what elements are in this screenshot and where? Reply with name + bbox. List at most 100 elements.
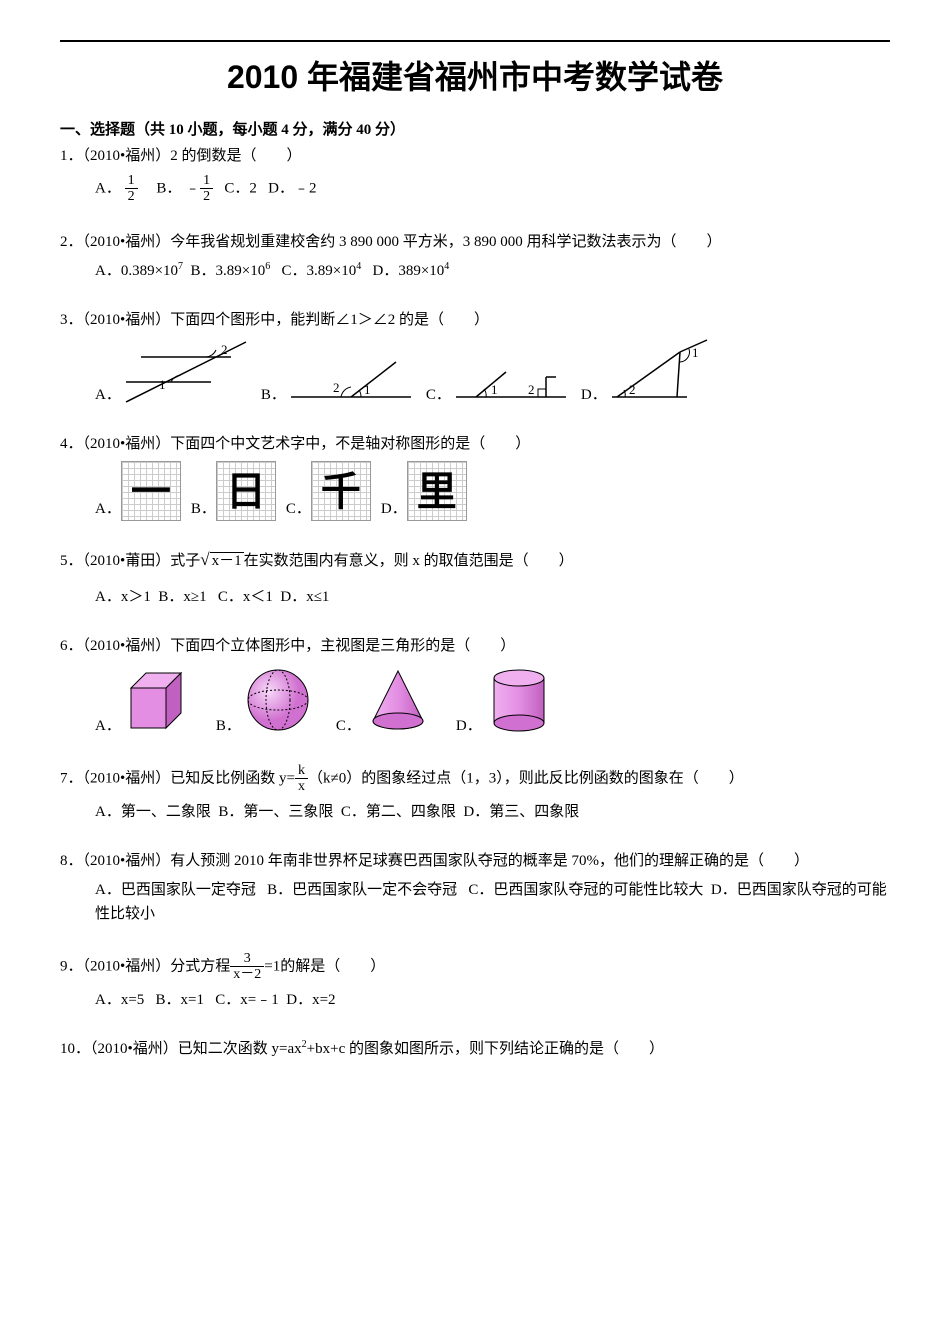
angle-diagram-icon: 2 1 [286,357,416,407]
stem-post: （k≠0）的图象经过点（1，3），则此反比例函数的图象在（ ） [308,770,744,786]
option-label: B． [191,497,216,521]
cylinder-icon [482,663,557,738]
header-divider [60,40,890,42]
question-source: （2010•福州） [90,1041,178,1057]
option-label: A． [95,497,121,521]
option-label: A． [95,714,121,738]
question-source: （2010•福州） [83,148,171,164]
question-stem: 下面四个图形中，能判断∠1＞∠2 的是（ ） [170,312,489,328]
question-number: 1． [60,148,83,164]
stem-pre: 式子 [170,553,200,569]
option-d: D．﹣2 [268,180,316,196]
question-9: 9．（2010•福州）分式方程3x－2=1的解是（ ） A．x=5 B．x=1 … [60,951,890,1012]
question-text: 10．（2010•福州）已知二次函数 y=ax2+bx+c 的图象如图所示，则下… [60,1037,890,1061]
minus-sign: ﹣ [185,180,200,196]
stem-post: =1的解是（ ） [264,958,385,974]
question-7: 7．（2010•福州）已知反比例函数 y=kx（k≠0）的图象经过点（1，3），… [60,763,890,824]
options: A．巴西国家队一定夺冠 B．巴西国家队一定不会夺冠 C．巴西国家队夺冠的可能性比… [60,878,890,926]
question-stem: 今年我省规划重建校舍约 3 890 000 平方米，3 890 000 用科学记… [170,234,721,250]
option-a: A．x＞1 [95,589,151,605]
question-text: 2．（2010•福州）今年我省规划重建校舍约 3 890 000 平方米，3 8… [60,230,890,254]
sqrt-icon: x－1 [200,546,243,573]
question-text: 9．（2010•福州）分式方程3x－2=1的解是（ ） [60,951,890,983]
question-text: 6．（2010•福州）下面四个立体图形中，主视图是三角形的是（ ） [60,634,890,658]
option-c: C． 千 [286,461,371,521]
svg-text:2: 2 [629,382,636,397]
option-c: C． 1 2 [426,357,571,407]
option-d: D． 里 [381,461,467,521]
option-c: C．第二、四象限 [341,804,456,820]
question-number: 7． [60,770,83,786]
angle-diagram-icon: 2 1 [607,337,717,407]
question-text: 5．（2010•莆田）式子x－1在实数范围内有意义，则 x 的取值范围是（ ） [60,546,890,573]
angle-diagram-icon: 1 2 [451,357,571,407]
page-title: 2010 年福建省福州市中考数学试卷 [60,52,890,98]
svg-text:2: 2 [221,342,228,357]
sup: 6 [265,261,270,272]
option-label: D． [381,497,407,521]
option-b-label: B． [156,180,181,196]
svg-text:2: 2 [333,380,340,395]
question-source: （2010•福州） [83,770,171,786]
character-icon: 日 [216,461,276,521]
question-2: 2．（2010•福州）今年我省规划重建校舍约 3 890 000 平方米，3 8… [60,230,890,283]
question-number: 9． [60,958,83,974]
sup: 7 [178,261,183,272]
option-d: D．第三、四象限 [463,804,579,820]
question-6: 6．（2010•福州）下面四个立体图形中，主视图是三角形的是（ ） A． B． … [60,634,890,738]
character-icon: 千 [311,461,371,521]
svg-text:1: 1 [364,382,371,397]
question-source: （2010•福州） [83,312,171,328]
option-b: B． 日 [191,461,276,521]
cone-icon [361,663,436,738]
question-source: （2010•福州） [83,234,171,250]
question-number: 3． [60,312,83,328]
question-4: 4．（2010•福州）下面四个中文艺术字中，不是轴对称图形的是（ ） A． 一 … [60,432,890,521]
question-text: 3．（2010•福州）下面四个图形中，能判断∠1＞∠2 的是（ ） [60,308,890,332]
options: A． 12 B． ﹣12 C．2 D．﹣2 [60,173,890,205]
fraction-icon: 12 [125,173,138,205]
svg-text:2: 2 [528,382,535,397]
fraction-icon: kx [295,763,308,795]
option-c: C．x=﹣1 [215,992,278,1008]
stem-post: 在实数范围内有意义，则 x 的取值范围是（ ） [244,553,574,569]
options: A．第一、二象限 B．第一、三象限 C．第二、四象限 D．第三、四象限 [60,800,890,824]
svg-text:1: 1 [159,377,166,392]
option-label: B． [216,714,241,738]
question-source: （2010•福州） [83,958,171,974]
question-10: 10．（2010•福州）已知二次函数 y=ax2+bx+c 的图象如图所示，则下… [60,1037,890,1061]
angle-diagram-icon: 1 2 [121,337,251,407]
option-label: C． [286,497,311,521]
option-c: C．巴西国家队夺冠的可能性比较大 [468,882,703,898]
question-number: 8． [60,853,83,869]
option-b: B． [216,663,316,738]
question-number: 2． [60,234,83,250]
option-c: C．2 [224,180,257,196]
question-text: 1．（2010•福州）2 的倒数是（ ） [60,144,890,168]
options: A．x=5 B．x=1 C．x=﹣1 D．x=2 [60,988,890,1012]
option-a: A．x=5 [95,992,144,1008]
option-d: D． [456,663,557,738]
character-icon: 一 [121,461,181,521]
option-a: A．巴西国家队一定夺冠 [95,882,256,898]
option-b: B．3.89×10 [191,263,266,279]
question-number: 4． [60,436,83,452]
sphere-icon [241,663,316,738]
option-c: C． [336,663,436,738]
stem-pre: 分式方程 [170,958,230,974]
question-8: 8．（2010•福州）有人预测 2010 年南非世界杯足球赛巴西国家队夺冠的概率… [60,849,890,926]
option-a: A． 1 2 [95,337,251,407]
sup: 4 [356,261,361,272]
stem-post: +bx+c 的图象如图所示，则下列结论正确的是（ ） [307,1041,664,1057]
options: A．0.389×107 B．3.89×106 C．3.89×104 D．389×… [60,259,890,283]
question-number: 10． [60,1041,90,1057]
option-d: D．x=2 [286,992,335,1008]
question-source: （2010•福州） [83,436,171,452]
option-d: D．x≤1 [280,589,329,605]
section-header: 一、选择题（共 10 小题，每小题 4 分，满分 40 分） [60,118,890,139]
cube-icon [121,663,196,738]
option-d: D．389×10 [372,263,444,279]
question-3: 3．（2010•福州）下面四个图形中，能判断∠1＞∠2 的是（ ） A． 1 2… [60,308,890,407]
option-label: D． [581,383,607,407]
question-text: 7．（2010•福州）已知反比例函数 y=kx（k≠0）的图象经过点（1，3），… [60,763,890,795]
